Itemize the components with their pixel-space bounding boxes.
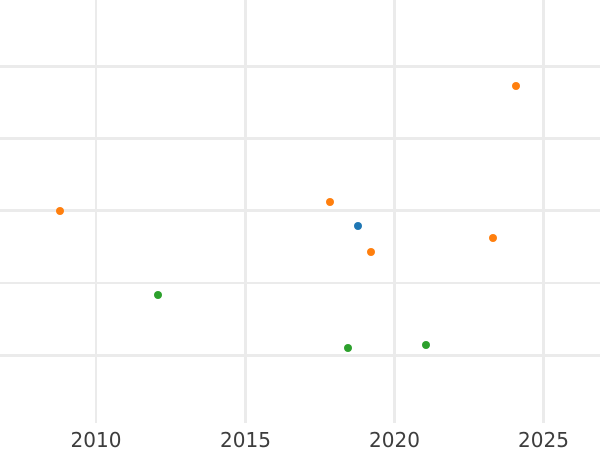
green-series-point [154,291,162,299]
horizontal-gridline [0,137,600,140]
green-series-point [421,341,430,349]
horizontal-gridline [0,209,600,212]
vertical-gridline [542,0,545,423]
blue-series-point [353,221,362,230]
horizontal-gridline [0,281,600,285]
orange-series-point [511,82,520,90]
orange-series-point [367,247,375,256]
x-tick-label: 2020 [369,428,420,450]
vertical-gridline [244,0,247,423]
horizontal-gridline [0,65,600,68]
orange-series-point [55,206,64,215]
x-tick-label: 2010 [70,428,122,450]
vertical-gridline [393,0,396,423]
orange-series-point [489,234,497,242]
orange-series-point [326,198,334,206]
horizontal-gridline [0,354,600,357]
green-series-point [344,343,352,352]
x-tick-label: 2025 [518,428,569,450]
vertical-gridline [94,0,98,423]
x-tick-label: 2015 [220,428,271,450]
